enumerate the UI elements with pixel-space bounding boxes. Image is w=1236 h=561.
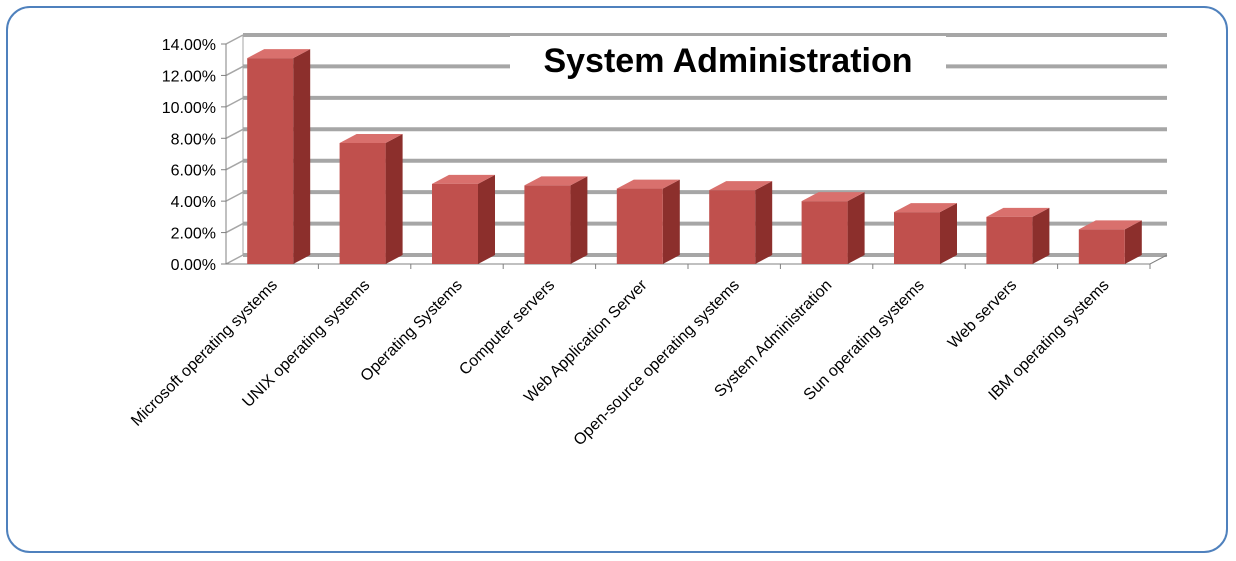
x-tick-label: Computer servers bbox=[456, 277, 558, 379]
bar-front bbox=[894, 212, 940, 264]
x-tick-label: Microsoft operating systems bbox=[128, 277, 281, 430]
bar-top bbox=[709, 181, 773, 191]
x-tick-label: Open-source operating systems bbox=[571, 277, 743, 449]
gridline-wall bbox=[225, 34, 244, 45]
gridline-wall bbox=[225, 160, 244, 171]
bar-side bbox=[1124, 220, 1142, 264]
bar-top bbox=[1078, 220, 1142, 230]
bar-top bbox=[432, 174, 495, 184]
chart-title-background bbox=[510, 36, 946, 84]
bar bbox=[894, 203, 957, 264]
chart-title-group: System Administration bbox=[510, 36, 946, 84]
y-tick-label: 10.00% bbox=[162, 100, 216, 117]
gridline-wall bbox=[225, 191, 244, 202]
bar-side bbox=[662, 179, 680, 264]
chart-title: System Administration bbox=[543, 42, 912, 80]
bar-side bbox=[847, 192, 865, 264]
gridline-wall bbox=[225, 222, 244, 234]
bar bbox=[709, 181, 773, 264]
bar bbox=[524, 176, 588, 264]
y-tick-label: 12.00% bbox=[162, 68, 216, 85]
gridline-wall bbox=[225, 128, 244, 139]
bar-front bbox=[1078, 229, 1125, 264]
bar bbox=[986, 207, 1050, 264]
bar-top bbox=[524, 176, 588, 186]
y-tick-label: 8.00% bbox=[171, 131, 216, 148]
bar-side bbox=[1032, 207, 1050, 264]
y-tick-label: 2.00% bbox=[171, 226, 216, 243]
y-tick-label: 14.00% bbox=[162, 37, 216, 54]
bar bbox=[616, 179, 680, 264]
bar-side bbox=[755, 181, 773, 264]
y-tick-label: 6.00% bbox=[171, 163, 216, 180]
bar bbox=[801, 192, 865, 264]
y-tick-label: 0.00% bbox=[171, 257, 216, 274]
bar bbox=[247, 49, 311, 265]
bar-top bbox=[616, 179, 680, 189]
gridline-wall bbox=[225, 65, 244, 77]
bar bbox=[1078, 220, 1142, 264]
bar-side bbox=[940, 203, 957, 264]
bar-front bbox=[709, 190, 756, 264]
bar-top bbox=[247, 49, 311, 59]
bar-top bbox=[894, 203, 957, 213]
gridline-wall bbox=[225, 254, 244, 265]
bar-front bbox=[986, 216, 1033, 264]
bar-side bbox=[385, 134, 403, 264]
bar-front bbox=[432, 183, 478, 264]
bar-front bbox=[801, 201, 848, 264]
bar bbox=[432, 174, 495, 264]
bar-top bbox=[986, 207, 1050, 217]
bar-front bbox=[247, 58, 294, 265]
bar-front bbox=[339, 143, 386, 264]
y-tick-label: 4.00% bbox=[171, 194, 216, 211]
bar-front bbox=[616, 188, 663, 264]
x-tick-label: Operating Systems bbox=[358, 277, 466, 385]
bar-top bbox=[801, 192, 865, 202]
bar-side bbox=[478, 174, 495, 264]
bars bbox=[247, 49, 1142, 265]
x-tick-label: Web servers bbox=[945, 277, 1020, 352]
bar-front bbox=[524, 185, 571, 264]
gridline-wall bbox=[225, 97, 244, 108]
y-axis: 0.00% 2.00% 4.00% 6.00% 8.00% 10.00% 12.00% 14.… bbox=[162, 35, 1168, 274]
bar-side bbox=[293, 49, 311, 265]
bar bbox=[339, 134, 403, 264]
bar-top bbox=[339, 134, 403, 143]
bar-side bbox=[570, 176, 588, 264]
